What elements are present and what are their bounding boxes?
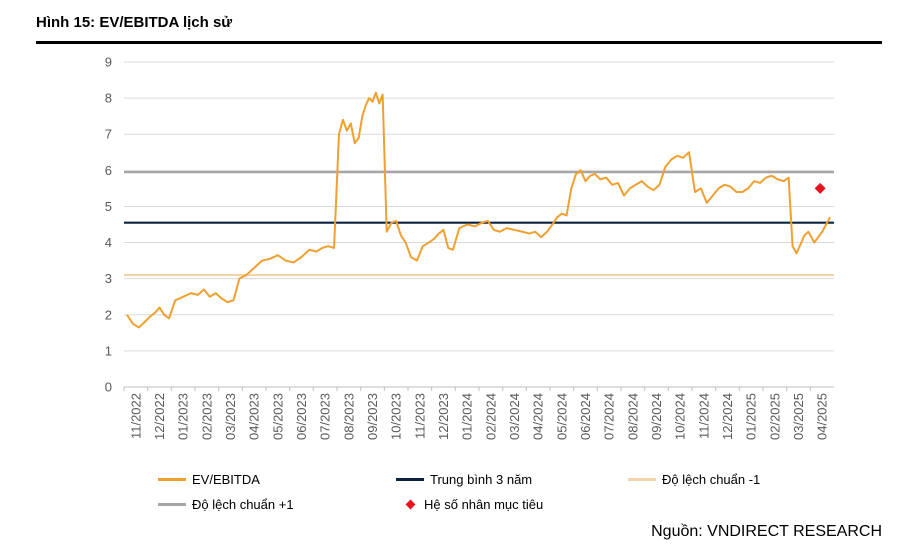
y-tick-label: 5 [105, 199, 112, 214]
legend-swatch-mean [396, 478, 424, 481]
series [124, 91, 834, 329]
x-tick-label: 07/2023 [318, 393, 333, 440]
y-tick-label: 4 [105, 235, 112, 250]
x-tick-label: 03/2025 [791, 393, 806, 440]
legend-label-minus-1sd: Độ lệch chuẩn -1 [662, 472, 761, 487]
legend-swatch-plus-1sd [158, 503, 186, 506]
x-tick-label: 04/2025 [815, 393, 830, 440]
legend-item-ev-ebitda: EV/EBITDA [158, 472, 260, 487]
series-ev-ebitda-line [126, 91, 831, 329]
x-tick-label: 11/2023 [412, 393, 427, 439]
x-tick-label: 12/2023 [436, 393, 451, 440]
x-tick-label: 07/2024 [602, 393, 617, 440]
x-tick-label: 02/2024 [483, 393, 498, 440]
y-tick-label: 1 [105, 343, 112, 358]
x-tick-label: 04/2023 [247, 393, 262, 440]
x-tick-label: 12/2022 [152, 393, 167, 440]
y-tick-label: 8 [105, 91, 112, 106]
x-tick-label: 08/2024 [625, 393, 640, 440]
legend-item-mean: Trung bình 3 năm [396, 472, 532, 487]
y-tick-label: 7 [105, 127, 112, 142]
legend-label-mean: Trung bình 3 năm [430, 472, 533, 487]
y-tick-label: 6 [105, 163, 112, 178]
x-tick-label: 04/2024 [531, 393, 546, 440]
legend-swatch-target [405, 499, 416, 510]
x-tick-label: 02/2025 [767, 393, 782, 440]
x-tick-label: 08/2023 [341, 393, 356, 440]
x-tick-label: 01/2024 [460, 393, 475, 440]
x-tick-label: 12/2024 [720, 393, 735, 440]
x-tick-label: 01/2023 [176, 393, 191, 440]
y-tick-label: 0 [105, 380, 112, 395]
x-tick-label: 03/2024 [507, 393, 522, 440]
x-tick-label: 05/2024 [554, 393, 569, 440]
y-tick-label: 3 [105, 271, 112, 286]
x-tick-label: 11/2024 [696, 393, 711, 439]
chart: 0 1 2 3 4 5 6 7 8 9 11/2022 12/2022 01/2023 02/2023 0… [105, 55, 834, 440]
legend-label-target: Hệ số nhân mục tiêu [424, 497, 544, 512]
x-tick-label: 09/2024 [649, 393, 664, 440]
x-tick-label: 09/2023 [365, 393, 380, 440]
x-tick-label: 01/2025 [744, 393, 759, 440]
y-tick-label: 9 [105, 55, 112, 70]
x-tick-label: 11/2022 [128, 393, 143, 439]
x-tick-label: 05/2023 [270, 393, 285, 440]
x-axis-ticks: 11/2022 12/2022 01/2023 02/2023 03/2023 04/20… [123, 386, 834, 440]
x-tick-label: 10/2023 [389, 393, 404, 440]
legend-label-plus-1sd: Độ lệch chuẩn +1 [192, 497, 294, 512]
x-tick-label: 10/2024 [673, 393, 688, 440]
x-tick-label: 06/2023 [294, 393, 309, 440]
legend-label-ev-ebitda: EV/EBITDA [192, 472, 260, 487]
figure-title: Hình 15: EV/EBITDA lịch sử [36, 14, 233, 31]
legend-swatch-minus-1sd [628, 478, 656, 481]
title-rule [36, 41, 882, 44]
legend-item-target: Hệ số nhân mục tiêu [396, 497, 543, 512]
x-tick-label: 06/2024 [578, 393, 593, 440]
y-axis-ticks: 0 1 2 3 4 5 6 7 8 9 [105, 55, 112, 395]
target-multiple-marker [814, 182, 826, 194]
figure-source: Nguồn: VNDIRECT RESEARCH [651, 523, 882, 540]
legend-item-minus-1sd: Độ lệch chuẩn -1 [628, 472, 760, 487]
x-tick-label: 03/2023 [223, 393, 238, 440]
legend-item-plus-1sd: Độ lệch chuẩn +1 [158, 497, 294, 512]
y-tick-label: 2 [105, 307, 112, 322]
x-tick-label: 02/2023 [199, 393, 214, 440]
legend-swatch-ev-ebitda [158, 478, 186, 481]
